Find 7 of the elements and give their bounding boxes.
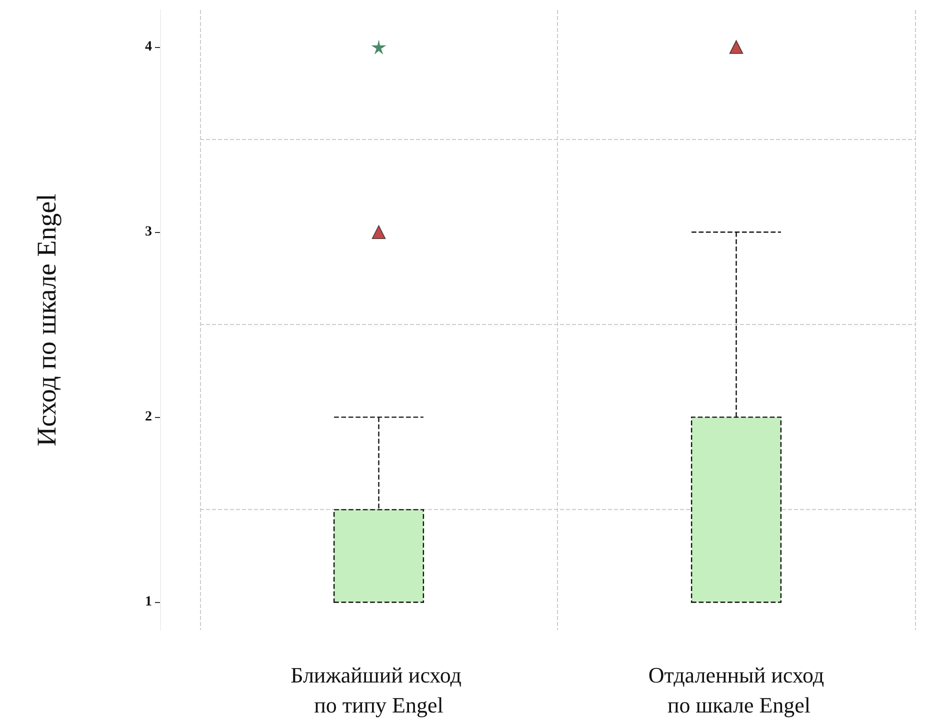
y-tick-label: 3 (145, 224, 152, 240)
y-axis-title: Исход по шкале Engel (32, 194, 62, 446)
y-tick-label: 4 (145, 40, 152, 55)
y-tick-label: 2 (145, 410, 152, 425)
x-tick-label: Ближайший исход по типу Engel (290, 662, 467, 718)
y-tick-label: 1 (145, 594, 152, 610)
x-tick-label: Отдаленный исход по шкале Engel (648, 662, 824, 718)
